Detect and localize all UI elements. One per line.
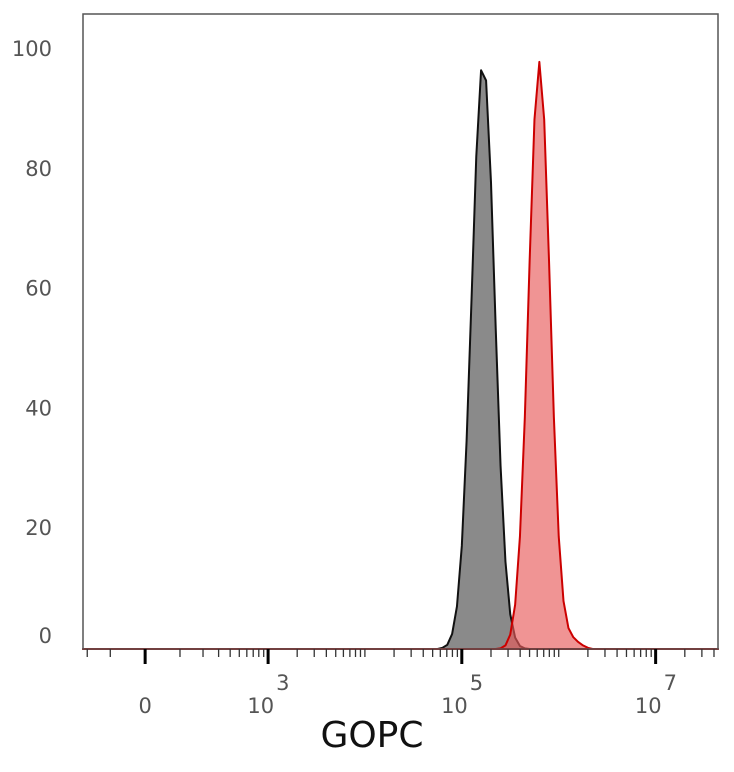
y-tick-label: 100	[12, 37, 52, 61]
y-tick-label: 20	[25, 516, 52, 540]
y-tick-label: 60	[25, 277, 52, 301]
plot-frame	[82, 13, 719, 650]
plot-area	[83, 14, 718, 649]
x-tick-label: 0	[138, 694, 151, 718]
x-tick-exponent: 7	[664, 671, 677, 695]
x-tick-label: 10	[635, 694, 662, 718]
x-axis-title: GOPC	[320, 715, 423, 756]
y-tick-label: 0	[39, 624, 52, 648]
y-tick-label: 40	[25, 396, 52, 420]
x-tick-label: 10	[247, 694, 274, 718]
x-tick-exponent: 3	[276, 671, 289, 695]
x-tick-exponent: 5	[470, 671, 483, 695]
y-tick-label: 80	[25, 157, 52, 181]
x-tick-label: 10	[441, 694, 468, 718]
